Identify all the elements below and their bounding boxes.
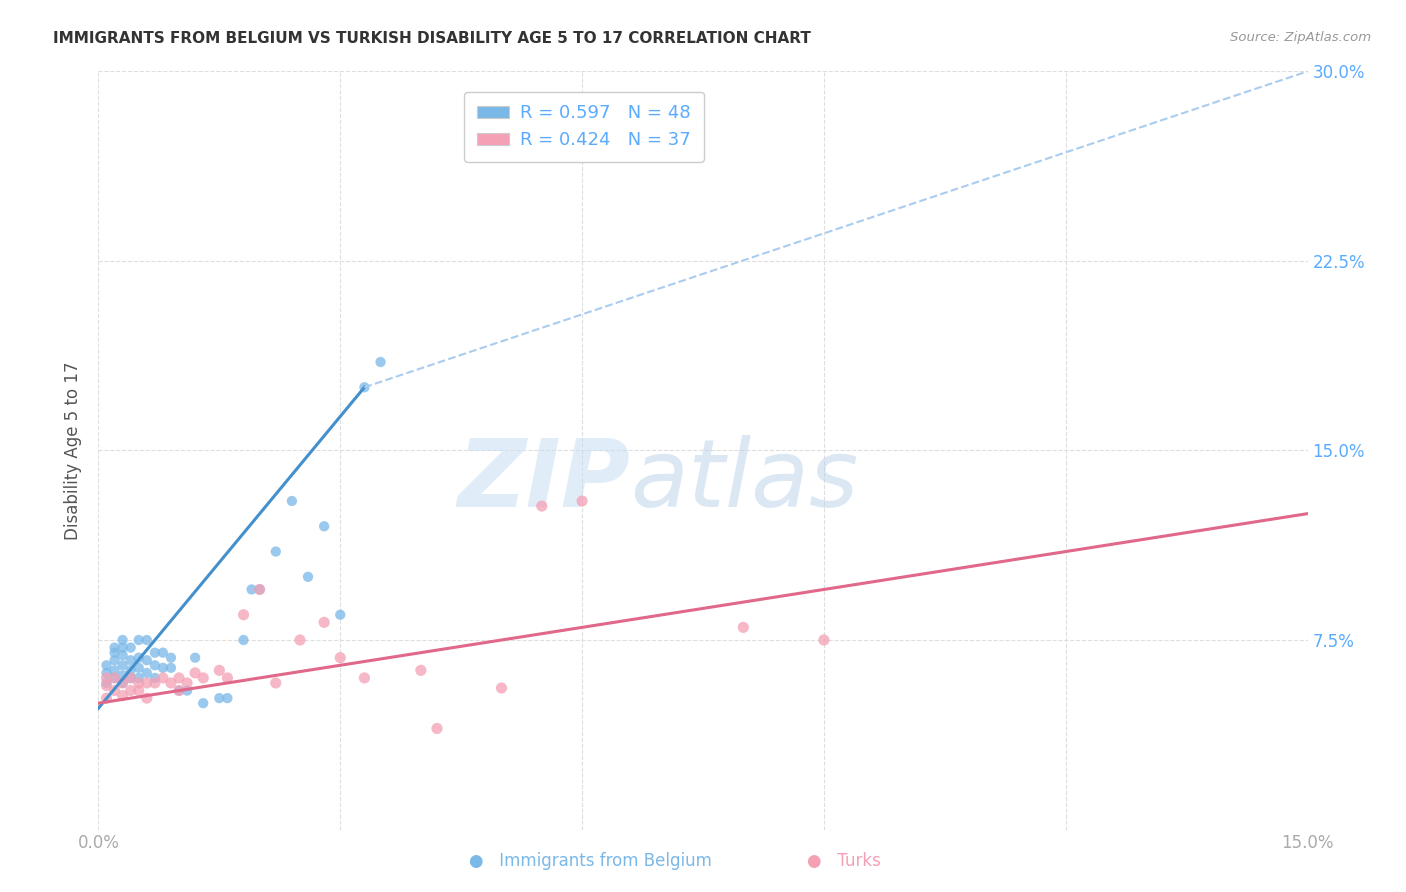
Point (353, 671, 375, 685)
Point (103, 664, 125, 678)
Point (176, 683, 198, 698)
Point (193, 671, 215, 685)
Point (409, 664, 432, 678)
Point (314, 519, 336, 533)
Text: atlas: atlas (630, 435, 859, 526)
Point (120, 664, 142, 678)
Point (96, 691, 118, 706)
Point (353, 380, 375, 394)
Point (120, 671, 142, 685)
Point (152, 646, 174, 660)
Point (143, 658, 166, 673)
Point (249, 582, 271, 597)
Point (128, 671, 150, 685)
Point (96, 678, 118, 692)
Point (111, 676, 134, 690)
Point (491, 681, 513, 695)
Text: ●   Turks: ● Turks (807, 852, 880, 870)
Point (135, 676, 157, 690)
Point (217, 671, 239, 685)
Point (167, 671, 190, 685)
Point (143, 671, 166, 685)
Point (813, 633, 835, 648)
Point (249, 582, 271, 597)
Point (111, 633, 134, 648)
Point (314, 615, 336, 630)
Point (128, 676, 150, 690)
Point (167, 683, 190, 698)
Point (120, 671, 142, 685)
Point (176, 676, 198, 690)
Point (96, 671, 118, 685)
Point (111, 676, 134, 690)
Text: ●   Immigrants from Belgium: ● Immigrants from Belgium (470, 852, 711, 870)
Point (370, 355, 392, 369)
Point (733, 620, 755, 634)
Point (240, 582, 263, 597)
Point (96, 658, 118, 673)
Point (103, 683, 125, 698)
Point (128, 633, 150, 648)
Point (329, 650, 352, 665)
Text: ZIP: ZIP (457, 434, 630, 527)
Point (135, 691, 157, 706)
Point (288, 633, 311, 648)
Point (143, 676, 166, 690)
Point (135, 633, 157, 648)
Point (184, 665, 207, 680)
Point (193, 696, 215, 710)
Point (103, 640, 125, 655)
Point (160, 676, 183, 690)
Point (111, 640, 134, 655)
Point (111, 668, 134, 682)
Point (103, 671, 125, 685)
Point (426, 722, 449, 736)
Point (232, 607, 254, 622)
Point (152, 671, 174, 685)
Point (128, 683, 150, 698)
Y-axis label: Disability Age 5 to 17: Disability Age 5 to 17 (65, 361, 83, 540)
Point (111, 689, 134, 703)
Point (111, 658, 134, 673)
Point (281, 494, 304, 508)
Text: Source: ZipAtlas.com: Source: ZipAtlas.com (1230, 31, 1371, 45)
Point (120, 683, 142, 698)
Legend: R = 0.597   N = 48, R = 0.424   N = 37: R = 0.597 N = 48, R = 0.424 N = 37 (464, 92, 703, 162)
Point (329, 607, 352, 622)
Point (128, 661, 150, 675)
Point (208, 664, 231, 678)
Point (160, 650, 183, 665)
Point (143, 646, 166, 660)
Point (103, 653, 125, 667)
Point (96, 676, 118, 690)
Point (160, 661, 183, 675)
Point (135, 665, 157, 680)
Point (208, 691, 231, 706)
Point (264, 676, 287, 690)
Point (103, 646, 125, 660)
Point (264, 544, 287, 558)
Text: IMMIGRANTS FROM BELGIUM VS TURKISH DISABILITY AGE 5 TO 17 CORRELATION CHART: IMMIGRANTS FROM BELGIUM VS TURKISH DISAB… (53, 31, 811, 46)
Point (128, 650, 150, 665)
Point (184, 650, 207, 665)
Point (96, 665, 118, 680)
Point (217, 691, 239, 706)
Point (232, 633, 254, 648)
Point (135, 653, 157, 667)
Point (571, 494, 593, 508)
Point (120, 640, 142, 655)
Point (530, 499, 553, 513)
Point (297, 570, 319, 584)
Point (167, 683, 190, 698)
Point (152, 661, 174, 675)
Point (120, 653, 142, 667)
Point (103, 671, 125, 685)
Point (111, 648, 134, 662)
